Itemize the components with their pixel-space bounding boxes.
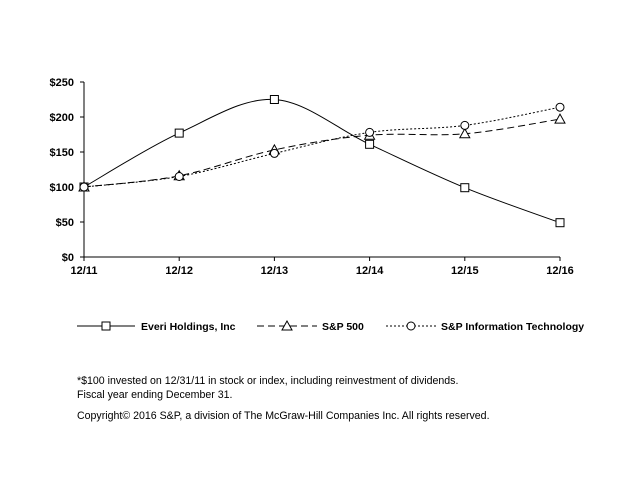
sp-it-data-point [79,182,89,192]
sp-it-data-point [460,120,470,130]
everi-data-point [555,218,565,228]
x-tick-label: 12/11 [71,265,98,277]
legend-label: S&P Information Technology [441,321,584,333]
sp-it-data-point [555,102,565,112]
sp500-data-point [458,127,471,139]
legend-marker [406,321,416,331]
legend-label: Everi Holdings, Inc [141,321,236,333]
legend-marker [101,321,111,331]
x-tick-label: 12/15 [451,265,479,277]
series-sp500-line [83,118,561,188]
everi-data-point [269,95,279,104]
y-tick-label: $200 [50,112,74,124]
x-tick-label: 12/12 [165,265,193,277]
chart-axes: $0 $50 $100 $150 $200 $250 12/11 12/12 12/13 12/1… [50,77,574,277]
sp-it-data-point [365,127,375,137]
legend-everi: Everi Holdings, Inc [77,321,236,333]
y-tick-label: $100 [50,182,74,194]
series-sp-it-line [83,106,561,188]
chart-series [78,95,566,228]
everi-data-point [174,128,184,138]
x-tick-label: 12/14 [356,265,384,277]
sp-it-data-point [269,148,279,158]
y-tick-label: $0 [62,252,74,264]
everi-data-point [365,139,375,149]
legend-sp-it: S&P Information Technology [386,321,584,333]
y-tick-label: $50 [56,217,74,229]
footnotes: *$100 invested on 12/31/11 in stock or i… [77,374,458,402]
sp-it-data-point [174,172,184,181]
footnote-fiscal-year: Fiscal year ending December 31. [77,389,233,401]
legend-marker [281,319,293,331]
series-everi-line [83,98,561,224]
x-tick-label: 12/13 [261,265,289,277]
chart-legend: Everi Holdings, Inc S&P 500 S&P Informatio… [77,319,584,333]
x-tick-label: 12/16 [546,265,574,277]
performance-line-chart: $0 $50 $100 $150 $200 $250 12/11 12/12 12/13 12/1… [50,77,585,333]
legend-label: S&P 500 [322,321,364,333]
y-tick-label: $150 [50,147,74,159]
footnote-investment: *$100 invested on 12/31/11 in stock or i… [77,375,459,387]
y-tick-label: $250 [50,77,74,89]
sp500-data-point [554,113,566,124]
legend-sp500: S&P 500 [257,319,364,333]
copyright-notice: Copyright© 2016 S&P, a division of The M… [77,410,490,422]
everi-data-point [460,183,470,193]
